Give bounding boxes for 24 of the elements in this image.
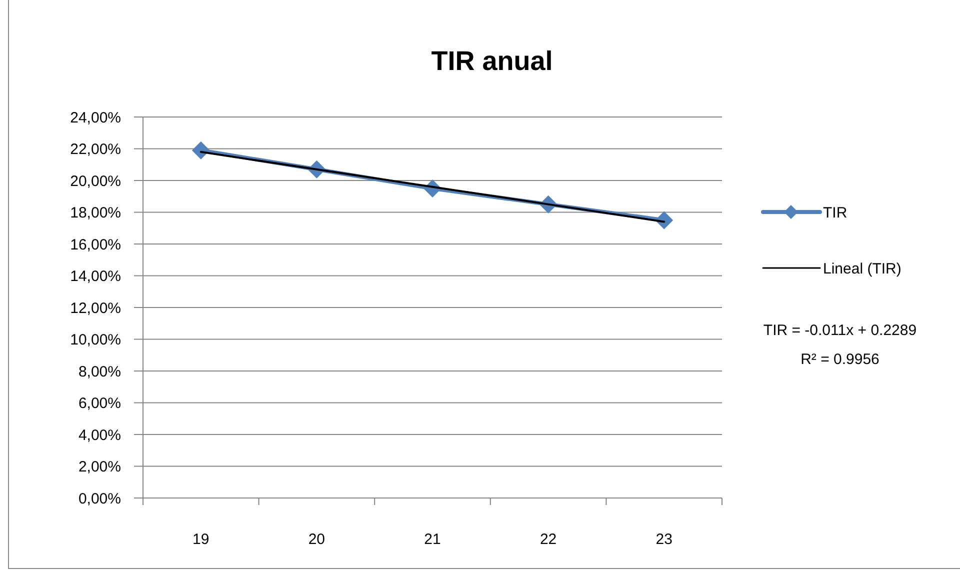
x-tick-label: 22 xyxy=(540,531,557,548)
y-tick-label: 18,00% xyxy=(70,204,121,222)
y-tick-label: 24,00% xyxy=(70,109,121,126)
legend-label: TIR xyxy=(823,204,848,222)
legend-label: Lineal (TIR) xyxy=(823,260,902,278)
y-tick-label: 22,00% xyxy=(70,141,121,158)
x-tick-label: 19 xyxy=(192,531,210,548)
y-tick-label: 20,00% xyxy=(70,172,121,190)
y-tick-label: 6,00% xyxy=(78,395,121,412)
chart-title: TIR anual xyxy=(431,46,553,76)
y-tick-label: 14,00% xyxy=(70,268,121,285)
y-tick-label: 2,00% xyxy=(78,458,121,476)
y-tick-label: 0,00% xyxy=(78,490,121,508)
y-tick-label: 8,00% xyxy=(78,363,121,380)
x-tick-label: 23 xyxy=(656,531,672,548)
y-tick-label: 4,00% xyxy=(78,426,121,444)
x-tick-label: 20 xyxy=(308,531,326,548)
y-tick-label: 12,00% xyxy=(70,300,121,317)
x-tick-label: 21 xyxy=(424,531,441,548)
text: TIR = -0.011x + 0.2289 xyxy=(763,322,917,339)
y-tick-label: 10,00% xyxy=(70,332,121,348)
y-tick-label: 16,00% xyxy=(70,236,121,254)
point xyxy=(192,141,210,160)
text: R² = 0.9956 xyxy=(800,351,880,368)
